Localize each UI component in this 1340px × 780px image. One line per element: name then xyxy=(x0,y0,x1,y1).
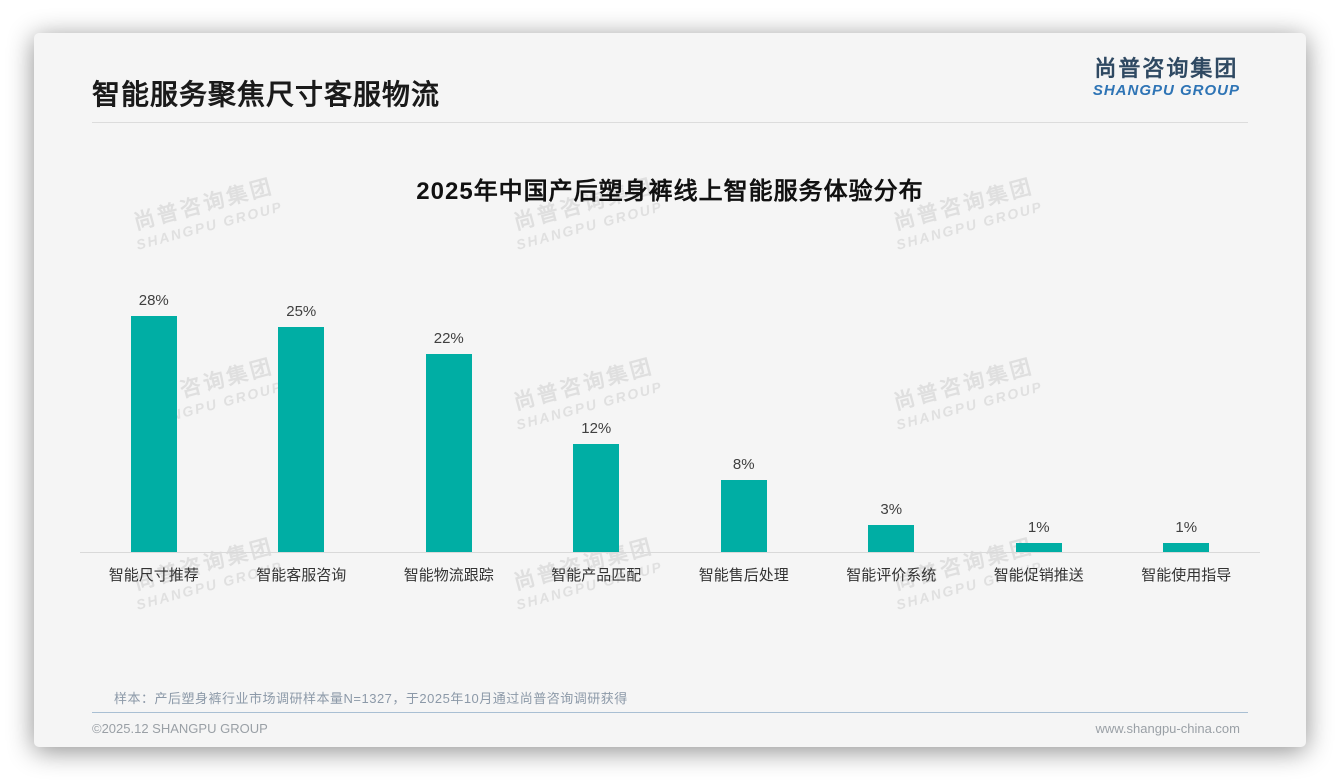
sample-footnote: 样本：产后塑身裤行业市场调研样本量N=1327，于2025年10月通过尚普咨询调… xyxy=(114,691,628,706)
watermark-english-text: SHANGPU GROUP xyxy=(514,198,665,253)
category-label: 智能评价系统 xyxy=(846,567,937,584)
bar xyxy=(1163,543,1210,552)
copyright-text: ©2025.12 SHANGPU GROUP xyxy=(92,721,268,736)
watermark-english-text: SHANGPU GROUP xyxy=(134,198,285,253)
bar-chart-plot-area: 28% 25% 22% 12% 8% 3% 1% 1% xyxy=(80,292,1260,553)
website-url: www.shangpu-china.com xyxy=(1095,721,1240,736)
bar-value-label: 22% xyxy=(433,330,464,347)
bar xyxy=(130,316,177,552)
bar-group: 25% xyxy=(228,292,376,552)
bar xyxy=(573,444,620,552)
category-label: 智能使用指导 xyxy=(1141,567,1232,584)
bar-group: 3% xyxy=(818,292,966,552)
logo-english-name: SHANGPU GROUP xyxy=(1092,82,1240,100)
bar-group: 8% xyxy=(670,292,818,552)
footer-divider xyxy=(92,712,1248,713)
category-label: 智能客服咨询 xyxy=(256,567,347,584)
bar-value-label: 1% xyxy=(1027,519,1050,536)
page-title: 智能服务聚焦尺寸客服物流 xyxy=(92,79,441,110)
bar-value-label: 3% xyxy=(880,501,903,518)
bar xyxy=(720,480,767,552)
bar xyxy=(868,525,915,552)
watermark-english-text: SHANGPU GROUP xyxy=(894,198,1045,253)
bar-value-label: 12% xyxy=(581,420,612,437)
bar-group: 1% xyxy=(1113,292,1261,552)
bar-value-label: 1% xyxy=(1175,519,1198,536)
category-label: 智能产品匹配 xyxy=(551,567,642,584)
bar xyxy=(425,354,472,552)
bar-group: 22% xyxy=(375,292,523,552)
bar-value-label: 25% xyxy=(286,303,317,320)
bar-value-label: 8% xyxy=(732,456,755,473)
x-axis-category-labels: 智能尺寸推荐 智能客服咨询 智能物流跟踪 智能产品匹配 智能售后处理 智能评价系统 智能促销… xyxy=(80,564,1260,585)
bar-group: 1% xyxy=(965,292,1113,552)
logo-chinese-name: 尚普咨询集团 xyxy=(1094,56,1239,81)
bar-group: 12% xyxy=(523,292,671,552)
chart-title: 2025年中国产后塑身裤线上智能服务体验分布 xyxy=(416,178,924,205)
bar xyxy=(278,327,325,552)
company-logo: 尚普咨询集团 SHANGPU GROUP xyxy=(1092,56,1240,100)
slide-card: 智能服务聚焦尺寸客服物流 尚普咨询集团 SHANGPU GROUP 尚普咨询集团… xyxy=(34,33,1306,747)
category-label: 智能售后处理 xyxy=(698,567,789,584)
bar-group: 28% xyxy=(80,292,228,552)
title-divider xyxy=(92,122,1248,123)
category-label: 智能尺寸推荐 xyxy=(108,567,199,584)
bar-value-label: 28% xyxy=(138,292,169,309)
category-label: 智能促销推送 xyxy=(993,567,1084,584)
bar xyxy=(1015,543,1062,552)
category-label: 智能物流跟踪 xyxy=(403,567,494,584)
